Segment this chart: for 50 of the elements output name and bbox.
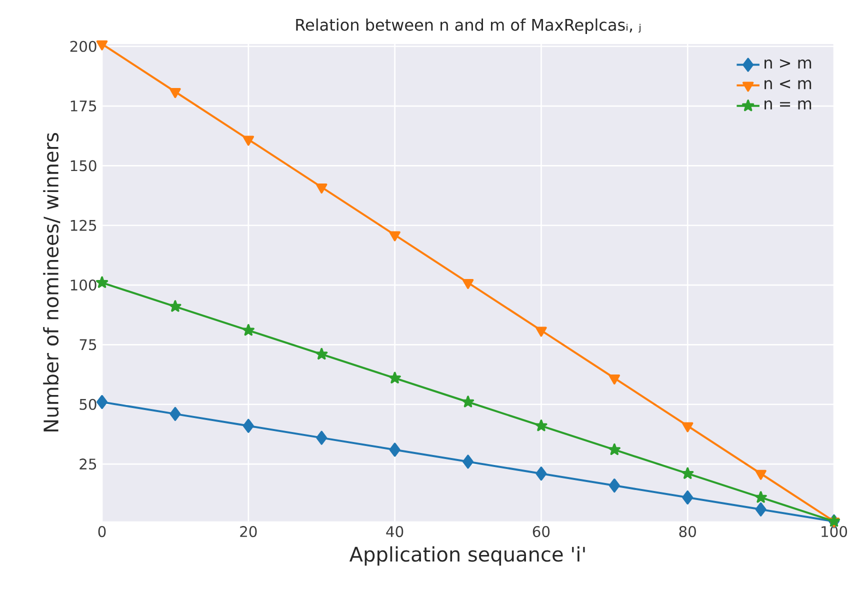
point xyxy=(535,420,548,432)
y-tick-label: 175 xyxy=(70,100,96,112)
y-tick-label: 125 xyxy=(70,220,96,231)
point xyxy=(169,300,182,312)
chart-title: Relation between n and m of MaxReplcasᵢ, ⱼ xyxy=(296,18,641,34)
y-axis-title: Number of nominees/ winners xyxy=(43,133,60,432)
point xyxy=(242,324,254,336)
point xyxy=(316,430,328,445)
point xyxy=(316,184,328,194)
point xyxy=(96,276,108,288)
point xyxy=(608,443,620,456)
point xyxy=(389,231,400,242)
point xyxy=(682,490,694,504)
y-tick-label: 100 xyxy=(70,280,96,291)
x-tick-label: 40 xyxy=(386,526,404,538)
point xyxy=(389,442,400,457)
point xyxy=(170,406,181,421)
legend-label: n = m xyxy=(764,100,812,110)
x-tick-label: 0 xyxy=(98,526,106,538)
point xyxy=(170,88,181,98)
point xyxy=(462,279,474,289)
x-tick-label: 60 xyxy=(532,526,550,538)
point xyxy=(316,348,328,360)
point xyxy=(462,454,474,469)
legend-label: n < m xyxy=(764,80,812,90)
y-tick-label: 150 xyxy=(70,160,96,172)
y-tick-label: 75 xyxy=(80,339,96,350)
legend-label: n > m xyxy=(764,59,812,68)
point xyxy=(682,422,694,432)
x-tick-label: 80 xyxy=(679,526,696,538)
point xyxy=(96,40,108,50)
point xyxy=(608,374,620,384)
point xyxy=(682,467,694,479)
point xyxy=(462,396,474,408)
point xyxy=(536,466,547,481)
x-axis-title: Application sequance 'i' xyxy=(349,546,585,566)
point xyxy=(242,136,254,146)
point xyxy=(536,326,547,337)
point xyxy=(754,491,767,503)
point xyxy=(755,502,766,516)
point xyxy=(242,418,254,433)
point xyxy=(755,470,766,480)
point xyxy=(388,372,401,384)
y-tick-label: 50 xyxy=(80,398,96,410)
y-tick-label: 25 xyxy=(80,458,96,470)
y-tick-label: 200 xyxy=(70,40,96,52)
x-tick-label: 20 xyxy=(240,526,257,538)
x-tick-label: 100 xyxy=(822,526,848,538)
point xyxy=(608,478,620,493)
point xyxy=(96,395,108,409)
